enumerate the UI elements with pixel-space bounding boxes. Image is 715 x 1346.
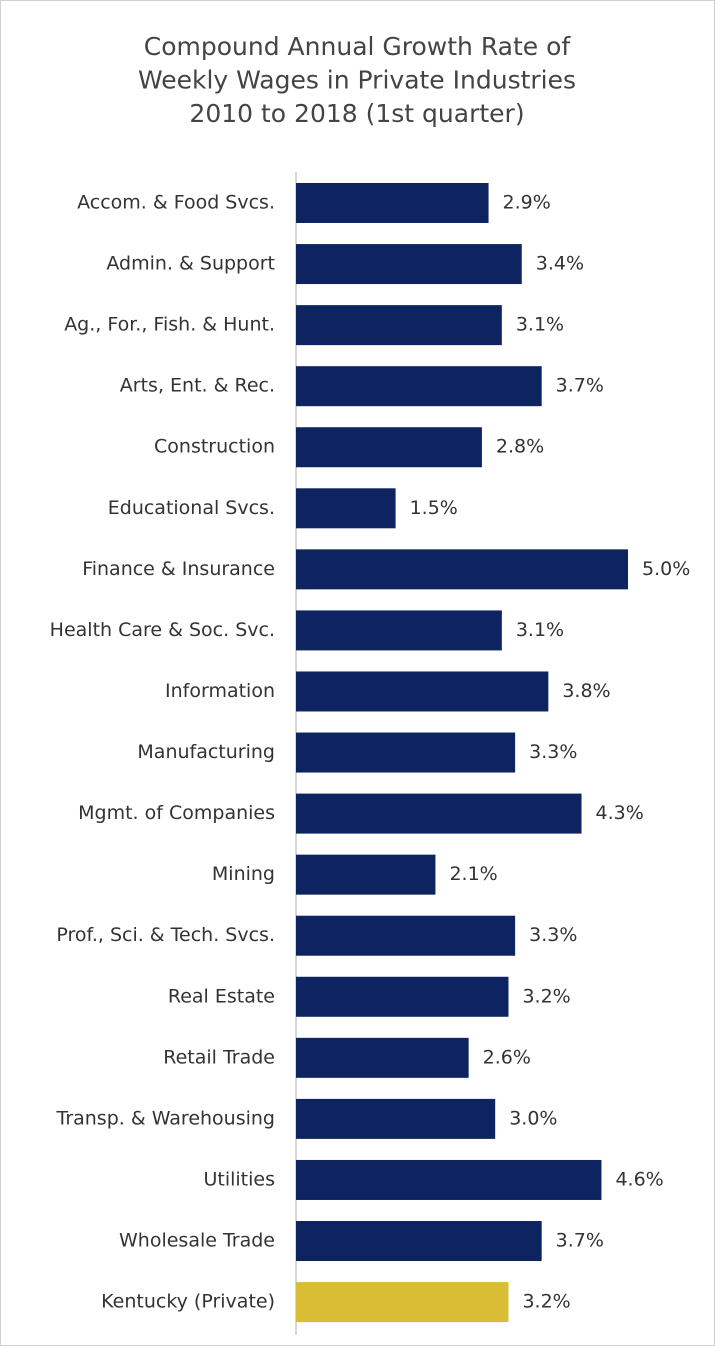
category-label: Accom. & Food Svcs. bbox=[77, 192, 275, 214]
bar bbox=[296, 1159, 602, 1200]
bar bbox=[296, 976, 509, 1017]
category-label: Finance & Insurance bbox=[82, 558, 275, 580]
bar bbox=[296, 793, 582, 834]
bar bbox=[296, 549, 628, 590]
bar bbox=[296, 1282, 509, 1323]
category-label: Wholesale Trade bbox=[119, 1230, 275, 1252]
bar bbox=[296, 183, 489, 223]
category-label: Admin. & Support bbox=[106, 253, 275, 275]
value-label: 5.0% bbox=[642, 558, 690, 580]
category-label: Mining bbox=[212, 863, 275, 885]
category-label: Educational Svcs. bbox=[108, 497, 275, 519]
category-label: Arts, Ent. & Rec. bbox=[120, 375, 275, 397]
category-label: Utilities bbox=[203, 1168, 275, 1190]
value-label: 3.1% bbox=[516, 619, 564, 641]
bar bbox=[296, 1098, 496, 1139]
category-label: Retail Trade bbox=[163, 1046, 275, 1068]
bar bbox=[296, 610, 502, 651]
value-label: 3.3% bbox=[529, 924, 577, 946]
value-label: 3.1% bbox=[516, 314, 564, 336]
bar bbox=[296, 427, 482, 468]
bar bbox=[296, 244, 522, 285]
value-label: 1.5% bbox=[410, 497, 458, 519]
value-label: 4.3% bbox=[596, 802, 644, 824]
category-label: Manufacturing bbox=[137, 741, 275, 763]
value-label: 4.6% bbox=[615, 1168, 663, 1190]
value-label: 3.8% bbox=[562, 680, 610, 702]
bar bbox=[296, 1221, 542, 1262]
bar bbox=[296, 671, 549, 712]
category-label: Prof., Sci. & Tech. Svcs. bbox=[56, 924, 275, 946]
value-label: 3.7% bbox=[556, 375, 604, 397]
category-label: Real Estate bbox=[168, 985, 275, 1007]
bar bbox=[296, 488, 396, 529]
chart-title: 2010 to 2018 (1st quarter) bbox=[189, 99, 524, 128]
category-label: Construction bbox=[154, 436, 275, 458]
value-label: 3.2% bbox=[522, 985, 570, 1007]
value-label: 3.2% bbox=[522, 1291, 570, 1313]
category-label: Transp. & Warehousing bbox=[56, 1107, 276, 1129]
bar bbox=[296, 915, 516, 956]
value-label: 2.1% bbox=[449, 863, 497, 885]
bar bbox=[296, 854, 436, 895]
bar bbox=[296, 305, 502, 346]
chart-title: Weekly Wages in Private Industries bbox=[138, 66, 576, 95]
chart-title: Compound Annual Growth Rate of bbox=[144, 32, 572, 61]
value-label: 3.0% bbox=[509, 1107, 557, 1129]
value-label: 3.7% bbox=[556, 1230, 604, 1252]
value-label: 3.3% bbox=[529, 741, 577, 763]
value-label: 3.4% bbox=[536, 253, 584, 275]
value-label: 2.6% bbox=[483, 1046, 531, 1068]
bar bbox=[296, 1037, 469, 1078]
category-label: Mgmt. of Companies bbox=[78, 802, 275, 824]
bar bbox=[296, 732, 516, 773]
category-label: Health Care & Soc. Svc. bbox=[50, 619, 275, 641]
bar bbox=[296, 366, 542, 407]
category-label: Kentucky (Private) bbox=[101, 1291, 275, 1313]
value-label: 2.8% bbox=[496, 436, 544, 458]
category-label: Ag., For., Fish. & Hunt. bbox=[64, 314, 275, 336]
category-label: Information bbox=[165, 680, 275, 702]
value-label: 2.9% bbox=[503, 192, 551, 214]
